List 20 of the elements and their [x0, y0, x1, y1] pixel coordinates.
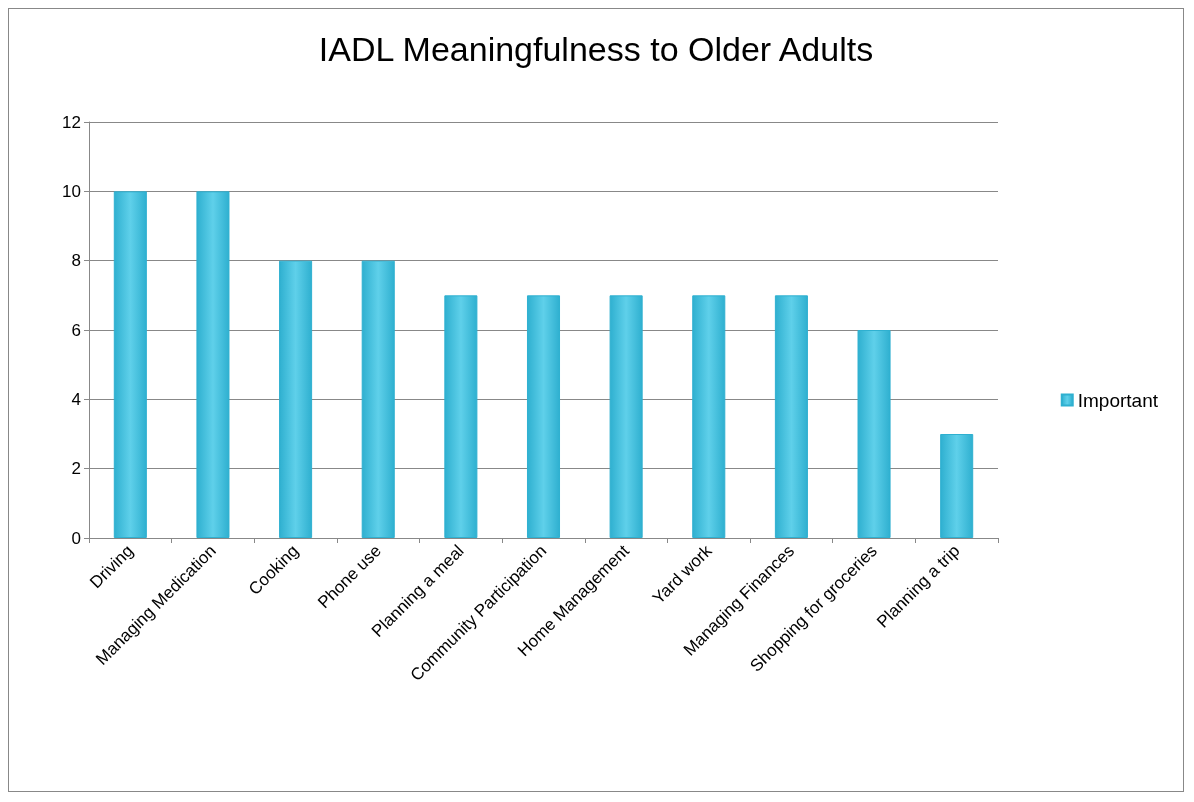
bar — [774, 295, 808, 538]
legend-label: Important — [1077, 389, 1159, 411]
bar — [526, 295, 561, 538]
y-tick-label: 4 — [71, 389, 81, 409]
y-tick-label: 6 — [71, 320, 81, 340]
bar — [857, 330, 891, 538]
chart-title: IADL Meaningfulness to Older Adults — [318, 30, 874, 68]
bar — [279, 260, 313, 538]
y-tick-label: 0 — [71, 528, 81, 548]
y-tick-label: 10 — [62, 181, 81, 201]
bar — [692, 295, 726, 538]
bar — [361, 260, 395, 538]
bar — [113, 191, 147, 538]
bar — [940, 434, 974, 538]
y-tick-label: 2 — [71, 459, 81, 479]
bar — [444, 295, 478, 538]
y-tick-label: 8 — [71, 251, 81, 271]
y-tick-label: 12 — [62, 112, 81, 132]
bar — [196, 191, 230, 538]
bar — [609, 295, 643, 538]
